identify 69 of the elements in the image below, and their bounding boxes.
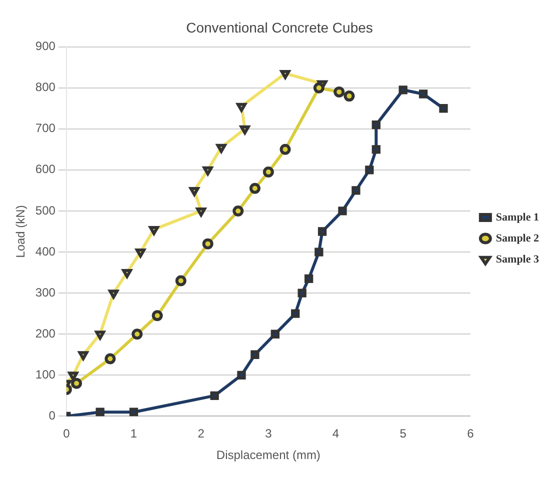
legend-label: Sample 2 (496, 232, 540, 244)
point (262, 166, 274, 178)
point (280, 144, 291, 155)
point (71, 378, 82, 389)
point (232, 205, 244, 216)
point (175, 275, 186, 286)
x-tick-label: 2 (198, 426, 205, 441)
x-axis-title: Displacement (mm) (216, 448, 320, 462)
point (352, 186, 360, 195)
point (148, 226, 159, 235)
point (344, 90, 355, 102)
y-axis-title: Load (kN) (14, 205, 28, 258)
y-tick-label: 200 (35, 326, 56, 340)
point (338, 206, 347, 216)
point (78, 351, 88, 360)
point (129, 408, 138, 416)
x-tick-label: 0 (63, 426, 70, 441)
point (189, 186, 200, 196)
y-tick-label: 300 (35, 285, 56, 300)
point (439, 104, 448, 113)
y-tick-label: 600 (35, 162, 56, 176)
y-tick-label: 500 (35, 203, 56, 218)
point (398, 86, 408, 94)
point (365, 166, 374, 174)
point (104, 353, 116, 364)
x-tick-label: 1 (130, 426, 138, 441)
point (236, 102, 246, 112)
legend-label: Sample 3 (496, 253, 540, 266)
y-tick-label: 400 (35, 244, 56, 258)
point (280, 70, 290, 79)
point (304, 274, 314, 284)
point (216, 144, 226, 153)
x-tick-label: 6 (467, 426, 474, 441)
y-tick-label: 0 (48, 408, 56, 423)
point (136, 248, 146, 258)
point (372, 145, 380, 154)
point (210, 391, 219, 400)
point (196, 207, 206, 216)
legend-label: Sample 1 (496, 211, 540, 224)
point (68, 372, 78, 381)
point (132, 328, 143, 340)
y-tick-label: 100 (35, 367, 56, 382)
point (202, 238, 214, 250)
point (313, 82, 324, 94)
point (372, 120, 380, 130)
point (240, 125, 250, 134)
point (418, 90, 428, 98)
point (298, 288, 306, 298)
x-tick-label: 4 (332, 426, 340, 441)
y-tick-label: 900 (35, 39, 56, 54)
y-tick-label: 800 (35, 80, 56, 94)
point (237, 370, 246, 380)
point (108, 290, 119, 299)
point (318, 227, 327, 236)
point (96, 408, 104, 416)
point (249, 182, 260, 194)
point (250, 350, 260, 359)
chart-title: Conventional Concrete Cubes (186, 19, 373, 36)
x-tick-label: 5 (400, 426, 407, 441)
point (291, 309, 300, 318)
point (314, 248, 324, 256)
point (152, 310, 163, 322)
point (334, 86, 345, 98)
point (95, 330, 106, 340)
point (202, 166, 213, 176)
y-tick-label: 700 (35, 121, 56, 136)
x-tick-label: 3 (265, 426, 272, 441)
point (270, 330, 280, 338)
point (122, 269, 132, 278)
